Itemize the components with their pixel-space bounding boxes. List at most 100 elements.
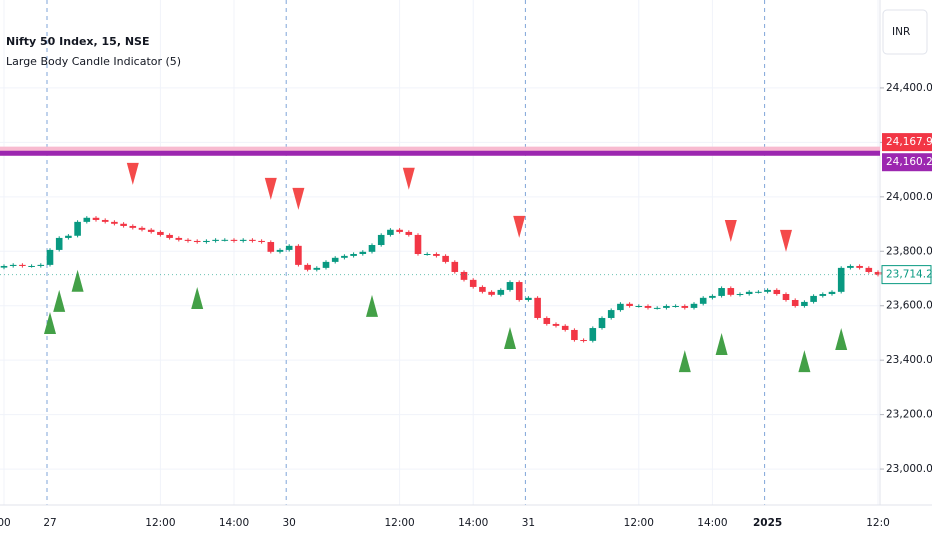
candle-body [9, 264, 17, 266]
candle-body [828, 291, 836, 295]
buy-signal [835, 328, 848, 351]
y-tick-label: 23,000.00 [886, 463, 932, 475]
candle-body [755, 291, 762, 293]
candle-body [267, 242, 275, 252]
candle-body [681, 305, 689, 308]
x-tick-label: 14:00 [458, 517, 488, 529]
candle-body [55, 237, 63, 250]
candle-body [83, 217, 91, 222]
candle-body [552, 323, 560, 326]
candle-body [469, 279, 477, 287]
candle-body [341, 255, 348, 258]
y-tick-label: 23,200.00 [886, 409, 932, 421]
candle-body [147, 229, 155, 232]
candle-body [138, 227, 146, 230]
x-tick-label: 2025 [753, 517, 782, 529]
candle-body [157, 231, 164, 235]
indicator-name: Large Body Candle Indicator (5) [6, 55, 181, 68]
buy-signal [53, 289, 66, 312]
candle-body [37, 264, 45, 266]
candle-body [276, 249, 284, 252]
candle-body [479, 286, 486, 292]
candle-body [166, 234, 173, 238]
candle-body [377, 234, 385, 246]
candle-body [350, 253, 357, 256]
candle-body [249, 239, 256, 241]
candle-body [801, 301, 808, 306]
x-tick-label: 14:00 [219, 517, 249, 529]
last-price-box [881, 265, 932, 285]
sell-signal [513, 215, 526, 238]
candle-body [396, 229, 403, 232]
candle-body [120, 223, 127, 226]
candle-body [810, 295, 817, 302]
candle-body [65, 235, 72, 238]
candle-body [451, 261, 459, 272]
x-tick-label: 12:0 [866, 517, 890, 529]
candle-body [506, 282, 514, 290]
y-tick-label: 23,800.00 [886, 245, 932, 257]
candle-body [129, 225, 137, 228]
candle-body [414, 234, 422, 254]
x-tick-label: 00 [0, 517, 11, 529]
x-tick-label: 31 [522, 517, 535, 529]
y-tick-label: 23,400.00 [886, 354, 932, 366]
candle-body [699, 297, 707, 304]
currency-label[interactable]: INR [892, 26, 910, 38]
buy-signal [798, 350, 811, 373]
x-tick-label: 30 [283, 517, 296, 529]
candle-body [46, 249, 54, 265]
candle-body [212, 239, 219, 241]
candle-body [561, 325, 569, 330]
candle-body [727, 288, 735, 295]
candle-body [837, 267, 845, 292]
sell-signal [724, 220, 737, 243]
candle-body [580, 340, 587, 342]
candle-body [571, 329, 578, 341]
candle-body [405, 231, 413, 235]
candle-body [74, 221, 81, 236]
candle-body [175, 237, 183, 240]
candle-body [221, 239, 229, 241]
candle-body [193, 240, 201, 243]
candle-body [635, 305, 643, 307]
buy-signal [366, 294, 378, 317]
x-tick-label: 12:00 [384, 517, 414, 529]
candle-body [653, 307, 661, 309]
candle-body [515, 282, 523, 301]
candle-body [525, 297, 532, 301]
candle-body [644, 305, 652, 308]
candle-body [745, 291, 753, 295]
price-label-box [882, 153, 932, 172]
buy-signal [504, 326, 516, 349]
candle-body [101, 219, 109, 222]
candle-body [709, 295, 716, 298]
sell-signal [264, 177, 277, 200]
candle-body [111, 221, 118, 224]
candle-body [764, 289, 771, 292]
candle-body [598, 317, 606, 329]
x-tick-label: 14:00 [697, 517, 727, 529]
candle-body [607, 310, 615, 318]
candle-body [28, 265, 35, 267]
candle-body [239, 239, 247, 241]
candle-body [295, 245, 302, 265]
currency-button[interactable] [882, 9, 928, 55]
sell-signal [780, 229, 792, 252]
candle-body [690, 303, 698, 308]
candle-body [0, 265, 8, 268]
candle-body [847, 265, 854, 268]
y-tick-label: 23,600.00 [886, 300, 932, 312]
candle-body [230, 239, 238, 241]
candle-body [589, 328, 597, 341]
candle-body [672, 305, 679, 307]
candle-body [285, 245, 293, 250]
candle-body [368, 245, 376, 252]
x-tick-label: 12:00 [145, 517, 175, 529]
candle-body [497, 289, 505, 295]
candle-body [534, 297, 541, 318]
candle-body [359, 251, 367, 254]
candle-body [663, 305, 670, 308]
candle-body [304, 264, 311, 270]
